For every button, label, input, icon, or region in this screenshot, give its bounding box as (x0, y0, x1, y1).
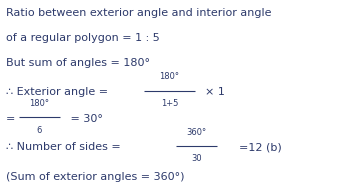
Text: ∴ Exterior angle =: ∴ Exterior angle = (6, 87, 112, 97)
Text: 30: 30 (191, 154, 202, 163)
Text: 180°: 180° (159, 72, 179, 82)
Text: of a regular polygon = 1 : 5: of a regular polygon = 1 : 5 (6, 33, 160, 43)
Text: But sum of angles = 180°: But sum of angles = 180° (6, 58, 150, 68)
Text: ∴ Number of sides =: ∴ Number of sides = (6, 142, 124, 152)
Text: × 1: × 1 (205, 87, 225, 97)
Text: = 30°: = 30° (67, 114, 103, 124)
Text: 180°: 180° (29, 99, 49, 108)
Text: 1+5: 1+5 (161, 99, 178, 108)
Text: (Sum of exterior angles = 360°): (Sum of exterior angles = 360°) (6, 172, 185, 182)
Text: 6: 6 (37, 126, 42, 135)
Text: =: = (6, 114, 19, 124)
Text: 360°: 360° (187, 127, 207, 137)
Text: Ratio between exterior angle and interior angle: Ratio between exterior angle and interio… (6, 8, 272, 18)
Text: =12 (b): =12 (b) (239, 142, 282, 152)
